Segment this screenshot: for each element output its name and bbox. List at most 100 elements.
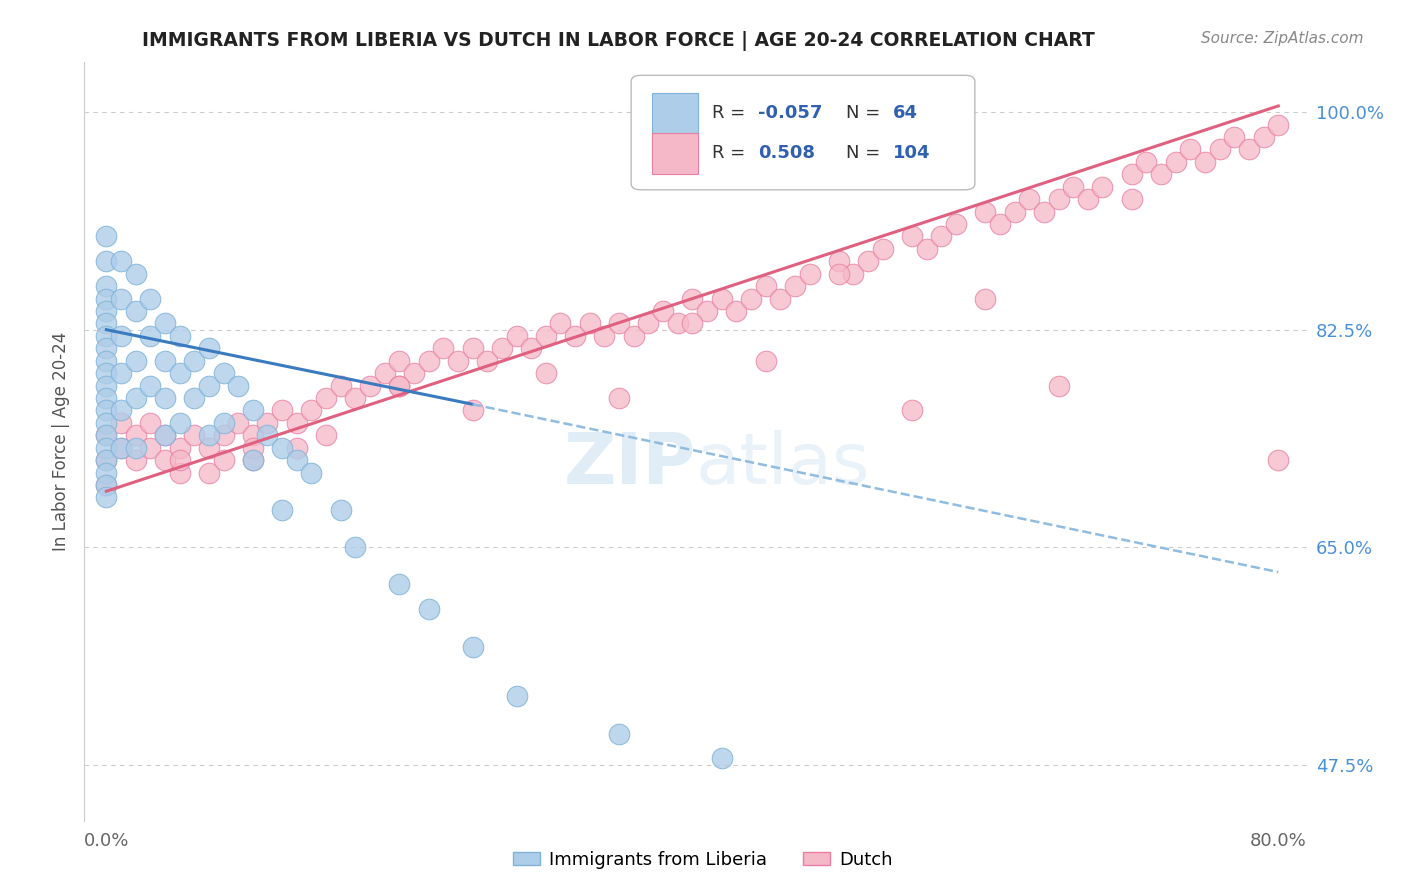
Point xyxy=(461,403,484,417)
Point xyxy=(710,751,733,765)
Point xyxy=(974,204,997,219)
Point xyxy=(198,428,221,442)
Text: atlas: atlas xyxy=(696,430,870,499)
Point xyxy=(110,403,132,417)
Point xyxy=(169,416,191,430)
Legend: Immigrants from Liberia, Dutch: Immigrants from Liberia, Dutch xyxy=(506,844,900,876)
Point xyxy=(198,341,221,355)
Point xyxy=(564,329,586,343)
Point xyxy=(505,329,527,343)
Point xyxy=(329,378,352,392)
Point xyxy=(271,503,294,517)
Point xyxy=(198,441,221,455)
Point xyxy=(124,267,146,281)
Point xyxy=(607,726,630,740)
Point xyxy=(1018,192,1040,206)
Point xyxy=(226,416,249,430)
Point xyxy=(96,428,118,442)
Point xyxy=(153,428,176,442)
Point xyxy=(1047,192,1070,206)
Point xyxy=(96,353,118,368)
Point xyxy=(169,466,191,480)
Point xyxy=(96,341,118,355)
Point xyxy=(299,466,322,480)
Text: N =: N = xyxy=(846,104,886,122)
Point xyxy=(344,540,367,554)
Point xyxy=(139,329,162,343)
Point xyxy=(931,229,953,244)
Point xyxy=(901,229,924,244)
Point xyxy=(418,602,440,616)
Point xyxy=(534,329,557,343)
Point xyxy=(988,217,1011,231)
Point xyxy=(769,292,792,306)
Point xyxy=(110,441,132,455)
Point xyxy=(799,267,821,281)
Point xyxy=(96,378,118,392)
Point xyxy=(652,304,675,318)
Text: Source: ZipAtlas.com: Source: ZipAtlas.com xyxy=(1201,31,1364,46)
Point xyxy=(96,304,118,318)
Point xyxy=(212,428,235,442)
Point xyxy=(169,329,191,343)
Point xyxy=(96,254,118,268)
Point xyxy=(96,478,118,492)
Point xyxy=(754,279,776,293)
Point xyxy=(1267,453,1289,467)
Point xyxy=(153,428,176,442)
Point xyxy=(1267,118,1289,132)
Point xyxy=(637,317,659,331)
Point xyxy=(1047,378,1070,392)
Point xyxy=(754,353,776,368)
Point xyxy=(915,242,938,256)
Point xyxy=(96,428,118,442)
Point xyxy=(696,304,718,318)
Point xyxy=(505,690,527,704)
Point xyxy=(681,292,703,306)
Point xyxy=(96,403,118,417)
Point xyxy=(329,503,352,517)
Point xyxy=(828,254,851,268)
FancyBboxPatch shape xyxy=(652,133,699,174)
Point xyxy=(388,378,411,392)
Point xyxy=(828,267,851,281)
Point xyxy=(550,317,572,331)
Point xyxy=(344,391,367,405)
Point xyxy=(388,378,411,392)
Point xyxy=(710,292,733,306)
Point xyxy=(1180,143,1202,157)
Point xyxy=(1194,154,1216,169)
Point xyxy=(169,453,191,467)
Point xyxy=(285,453,308,467)
Point xyxy=(534,366,557,380)
Point xyxy=(110,441,132,455)
Point xyxy=(461,640,484,654)
Point xyxy=(607,317,630,331)
Point xyxy=(432,341,454,355)
Point xyxy=(1077,192,1099,206)
Point xyxy=(872,242,894,256)
Point xyxy=(418,353,440,368)
Point xyxy=(96,279,118,293)
Text: -0.057: -0.057 xyxy=(758,104,823,122)
Point xyxy=(285,441,308,455)
Point xyxy=(242,453,264,467)
Point xyxy=(226,378,249,392)
Text: N =: N = xyxy=(846,145,886,162)
Point xyxy=(477,353,499,368)
Text: R =: R = xyxy=(711,145,751,162)
Point xyxy=(96,478,118,492)
Point xyxy=(169,366,191,380)
Point xyxy=(212,416,235,430)
Point xyxy=(315,428,337,442)
Point xyxy=(374,366,396,380)
Point xyxy=(110,329,132,343)
Point xyxy=(388,353,411,368)
Point xyxy=(607,391,630,405)
Point xyxy=(945,217,967,231)
Text: R =: R = xyxy=(711,104,751,122)
Point xyxy=(183,353,205,368)
Text: 64: 64 xyxy=(893,104,918,122)
Point xyxy=(242,441,264,455)
Point xyxy=(1121,167,1143,181)
